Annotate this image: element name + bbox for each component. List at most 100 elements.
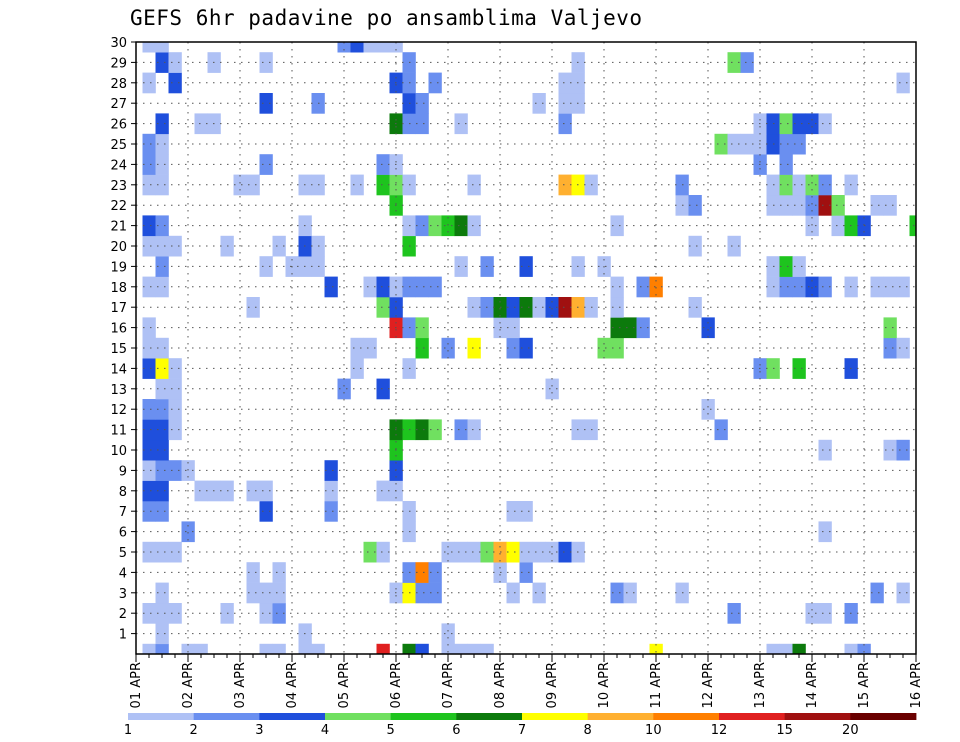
heatmap-cell bbox=[272, 562, 286, 583]
heatmap-cell bbox=[142, 317, 156, 339]
heatmap-cell bbox=[415, 215, 429, 237]
heatmap-cell bbox=[831, 195, 845, 216]
heatmap-cell bbox=[896, 276, 910, 298]
y-tick-label: 22 bbox=[110, 199, 127, 214]
heatmap-cell bbox=[883, 439, 897, 461]
heatmap-cell bbox=[415, 643, 429, 655]
legend-label: 20 bbox=[842, 723, 859, 738]
legend-label: 4 bbox=[321, 723, 329, 738]
heatmap-cell bbox=[324, 460, 338, 481]
heatmap-cell bbox=[610, 215, 624, 237]
heatmap-cell bbox=[532, 582, 546, 604]
heatmap-cell bbox=[246, 297, 260, 318]
heatmap-cell bbox=[558, 93, 572, 114]
heatmap-cell bbox=[831, 215, 845, 237]
heatmap-cell bbox=[155, 643, 169, 655]
heatmap-cell bbox=[142, 501, 156, 522]
heatmap-cell bbox=[259, 154, 273, 175]
heatmap-cell bbox=[805, 113, 819, 135]
heatmap-cell bbox=[194, 643, 208, 655]
heatmap-cell bbox=[142, 337, 156, 359]
heatmap-cell bbox=[259, 603, 273, 624]
heatmap-cell bbox=[168, 460, 182, 481]
heatmap-cell bbox=[246, 174, 260, 196]
heatmap-cell bbox=[623, 582, 637, 604]
legend-swatch bbox=[719, 713, 786, 720]
legend-swatch bbox=[784, 713, 851, 720]
heatmap-cell bbox=[792, 358, 806, 379]
heatmap-cell bbox=[168, 52, 182, 73]
heatmap-cell bbox=[883, 276, 897, 298]
heatmap-cell bbox=[519, 541, 533, 563]
heatmap-cell bbox=[415, 419, 429, 441]
heatmap-cell bbox=[792, 113, 806, 135]
heatmap-cell bbox=[818, 113, 832, 135]
heatmap-cell bbox=[441, 643, 455, 655]
heatmap-cell bbox=[194, 480, 208, 502]
heatmap-cell bbox=[233, 174, 247, 196]
heatmap-cell bbox=[350, 174, 364, 196]
heatmap-cell bbox=[155, 378, 169, 400]
heatmap-cell bbox=[636, 276, 650, 298]
x-tick-label: 06 APR bbox=[389, 662, 404, 708]
heatmap-cell bbox=[142, 439, 156, 461]
heatmap-cell bbox=[155, 358, 169, 379]
heatmap-cell bbox=[376, 276, 390, 298]
heatmap-cell bbox=[155, 582, 169, 604]
heatmap-cell bbox=[688, 297, 702, 318]
heatmap-cell bbox=[454, 419, 468, 441]
heatmap-cell bbox=[883, 317, 897, 339]
heatmap-cell bbox=[142, 419, 156, 441]
y-tick-label: 4 bbox=[119, 566, 127, 581]
x-tick-label: 10 APR bbox=[597, 662, 612, 708]
heatmap-cell bbox=[389, 42, 403, 53]
heatmap-cell bbox=[155, 480, 169, 502]
y-tick-label: 17 bbox=[110, 301, 127, 316]
heatmap-cell bbox=[311, 643, 325, 655]
legend-swatch bbox=[653, 713, 720, 720]
heatmap-cell bbox=[155, 399, 169, 420]
heatmap-cell bbox=[779, 133, 793, 155]
x-tick-label: 07 APR bbox=[441, 662, 456, 708]
heatmap-cell bbox=[142, 235, 156, 257]
heatmap-cell bbox=[428, 562, 442, 583]
heatmap-cell bbox=[896, 439, 910, 461]
legend-swatch bbox=[850, 713, 917, 720]
heatmap-cell bbox=[272, 582, 286, 604]
y-tick-label: 13 bbox=[110, 383, 127, 398]
y-tick-label: 21 bbox=[110, 220, 127, 235]
chart-title: GEFS 6hr padavine po ansamblima Valjevo bbox=[130, 6, 643, 30]
heatmap-cell bbox=[415, 582, 429, 604]
y-axis: 1234567891011121314151617181920212223242… bbox=[110, 36, 136, 643]
heatmap-cell bbox=[467, 297, 481, 318]
y-tick-label: 8 bbox=[119, 485, 127, 500]
heatmap-cell bbox=[272, 603, 286, 624]
heatmap-cell bbox=[428, 419, 442, 441]
heatmap-cell bbox=[519, 501, 533, 522]
heatmap-cell bbox=[142, 399, 156, 420]
heatmap-cell bbox=[714, 133, 728, 155]
heatmap-cell bbox=[701, 399, 715, 420]
heatmap-cell bbox=[155, 541, 169, 563]
y-tick-label: 14 bbox=[110, 362, 127, 377]
heatmap-cell bbox=[506, 317, 520, 339]
heatmap-cell bbox=[324, 480, 338, 502]
heatmap-cell bbox=[623, 317, 637, 339]
heatmap-cell bbox=[454, 643, 468, 655]
heatmap-cell bbox=[324, 276, 338, 298]
heatmap-cell bbox=[415, 276, 429, 298]
heatmap-cell bbox=[259, 480, 273, 502]
heatmap-cell bbox=[714, 419, 728, 441]
heatmap-cell bbox=[155, 52, 169, 73]
legend-label: 8 bbox=[584, 723, 592, 738]
heatmap-cell bbox=[155, 154, 169, 175]
heatmap-cell bbox=[350, 358, 364, 379]
heatmap-cell bbox=[727, 235, 741, 257]
y-tick-label: 20 bbox=[110, 240, 127, 255]
heatmap-cell bbox=[727, 603, 741, 624]
heatmap-cell bbox=[532, 93, 546, 114]
heatmap-cell bbox=[142, 133, 156, 155]
heatmap-cell bbox=[142, 215, 156, 237]
heatmap-cell bbox=[155, 42, 169, 53]
heatmap-cell bbox=[818, 195, 832, 216]
